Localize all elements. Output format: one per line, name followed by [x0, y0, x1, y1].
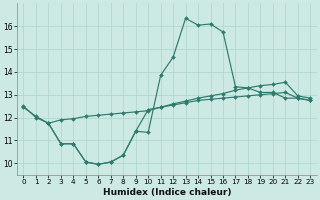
X-axis label: Humidex (Indice chaleur): Humidex (Indice chaleur): [103, 188, 231, 197]
